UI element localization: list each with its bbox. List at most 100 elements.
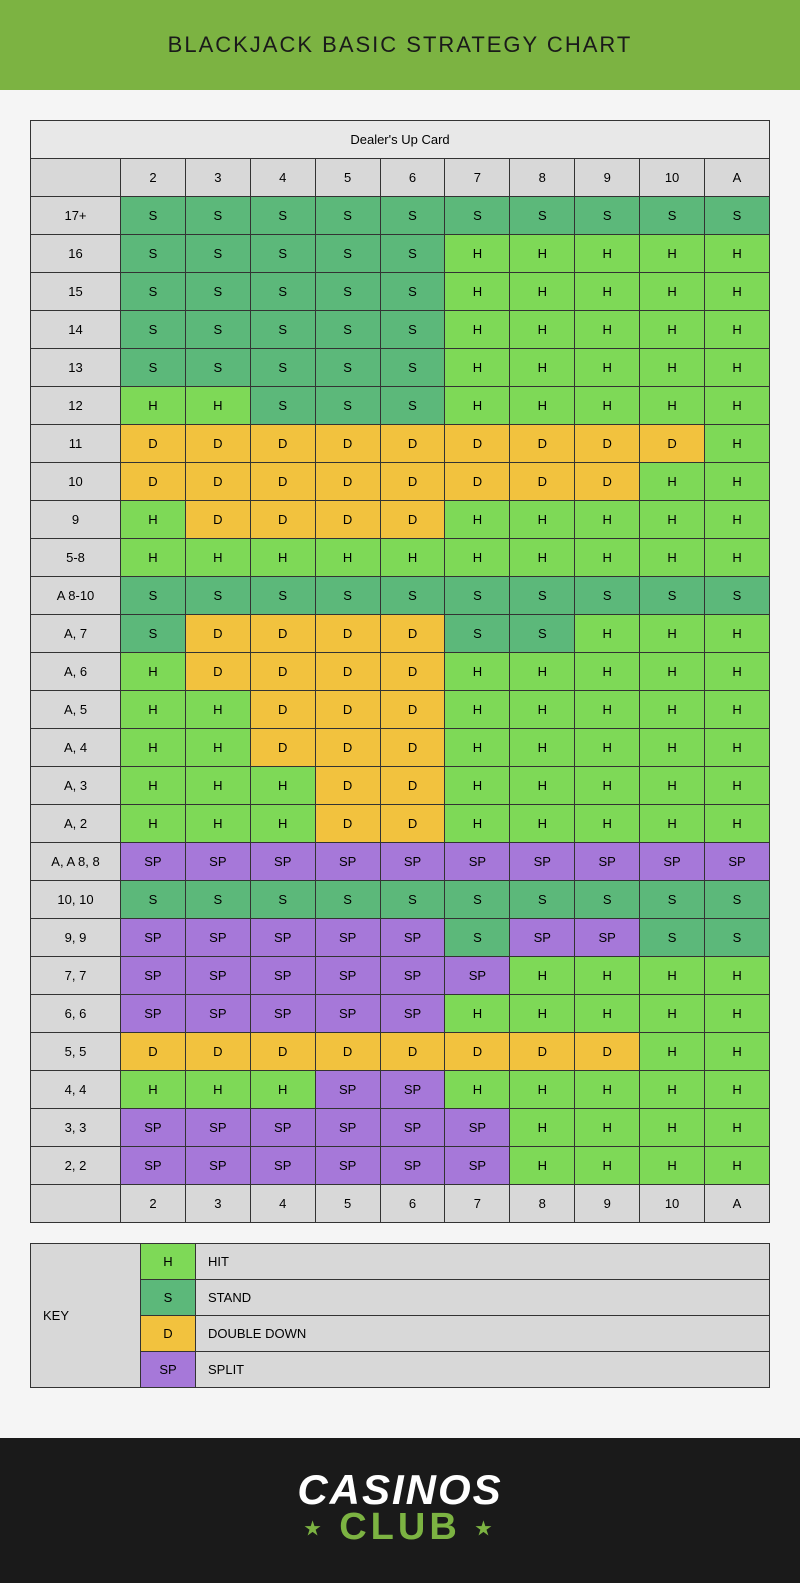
strategy-cell: SP (121, 957, 186, 995)
strategy-cell: SP (445, 1147, 510, 1185)
strategy-cell: D (315, 501, 380, 539)
strategy-cell: H (121, 539, 186, 577)
strategy-cell: H (705, 957, 770, 995)
dealer-col-header: 4 (250, 159, 315, 197)
strategy-cell: SP (121, 995, 186, 1033)
strategy-cell: D (380, 767, 445, 805)
strategy-cell: H (705, 691, 770, 729)
strategy-cell: H (575, 1147, 640, 1185)
strategy-cell: D (121, 1033, 186, 1071)
logo-line-2-text: CLUB (339, 1506, 461, 1548)
strategy-cell: H (445, 387, 510, 425)
dealer-col-footer: 6 (380, 1185, 445, 1223)
table-row: 6, 6SPSPSPSPSPHHHHH (31, 995, 770, 1033)
key-row: SPSPLIT (31, 1352, 770, 1388)
hand-label: 2, 2 (31, 1147, 121, 1185)
strategy-cell: H (575, 349, 640, 387)
strategy-cell: H (250, 805, 315, 843)
strategy-cell: S (250, 881, 315, 919)
key-table: KEYHHITSSTANDDDOUBLE DOWNSPSPLIT (30, 1243, 770, 1388)
strategy-cell: S (315, 577, 380, 615)
content-area: Dealer's Up Card 2345678910A 17+SSSSSSSS… (0, 90, 800, 1408)
strategy-cell: S (315, 387, 380, 425)
strategy-cell: SP (380, 1147, 445, 1185)
strategy-cell: D (315, 691, 380, 729)
strategy-cell: H (510, 501, 575, 539)
strategy-cell: D (185, 615, 250, 653)
strategy-cell: SP (380, 843, 445, 881)
hand-label: 13 (31, 349, 121, 387)
strategy-cell: H (575, 539, 640, 577)
key-row: DDOUBLE DOWN (31, 1316, 770, 1352)
strategy-cell: H (185, 1071, 250, 1109)
strategy-cell: SP (315, 919, 380, 957)
strategy-cell: H (575, 273, 640, 311)
strategy-cell: D (380, 1033, 445, 1071)
dealer-col-header: A (705, 159, 770, 197)
strategy-cell: S (121, 197, 186, 235)
strategy-cell: S (121, 273, 186, 311)
dealer-col-footer: 5 (315, 1185, 380, 1223)
dealer-col-footer: 9 (575, 1185, 640, 1223)
strategy-cell: S (510, 615, 575, 653)
strategy-cell: D (380, 425, 445, 463)
strategy-cell: S (510, 577, 575, 615)
key-title: KEY (31, 1244, 141, 1388)
dealer-col-header: 10 (640, 159, 705, 197)
dealer-col-footer: 8 (510, 1185, 575, 1223)
strategy-cell: S (250, 311, 315, 349)
key-description: STAND (196, 1280, 770, 1316)
strategy-cell: D (250, 615, 315, 653)
strategy-cell: H (705, 235, 770, 273)
table-row: A 8-10SSSSSSSSSS (31, 577, 770, 615)
strategy-cell: S (121, 615, 186, 653)
dealer-col-footer: A (705, 1185, 770, 1223)
strategy-cell: H (445, 729, 510, 767)
strategy-cell: H (705, 729, 770, 767)
strategy-cell: SP (445, 957, 510, 995)
strategy-cell: H (575, 235, 640, 273)
strategy-cell: H (250, 539, 315, 577)
star-icon: ★ (305, 1518, 325, 1538)
strategy-cell: S (185, 311, 250, 349)
strategy-cell: SP (380, 1109, 445, 1147)
strategy-cell: S (315, 197, 380, 235)
strategy-cell: H (640, 691, 705, 729)
strategy-cell: SP (380, 919, 445, 957)
table-row: 5, 5DDDDDDDDHH (31, 1033, 770, 1071)
strategy-cell: SP (315, 995, 380, 1033)
strategy-cell: H (121, 767, 186, 805)
strategy-cell: D (250, 729, 315, 767)
key-row: KEYHHIT (31, 1244, 770, 1280)
strategy-cell: S (315, 311, 380, 349)
strategy-cell: S (380, 235, 445, 273)
strategy-cell: S (121, 311, 186, 349)
strategy-cell: H (705, 767, 770, 805)
strategy-cell: H (510, 653, 575, 691)
strategy-cell: S (705, 577, 770, 615)
strategy-cell: H (185, 729, 250, 767)
strategy-cell: H (121, 653, 186, 691)
strategy-cell: H (380, 539, 445, 577)
strategy-cell: D (250, 1033, 315, 1071)
strategy-cell: H (445, 767, 510, 805)
strategy-cell: S (250, 349, 315, 387)
strategy-cell: H (445, 805, 510, 843)
strategy-cell: H (121, 805, 186, 843)
strategy-cell: H (575, 691, 640, 729)
strategy-cell: H (510, 349, 575, 387)
strategy-cell: D (445, 425, 510, 463)
strategy-cell: SP (315, 1071, 380, 1109)
strategy-cell: D (250, 425, 315, 463)
strategy-cell: D (185, 425, 250, 463)
strategy-cell: D (315, 653, 380, 691)
strategy-cell: SP (315, 1109, 380, 1147)
strategy-cell: S (185, 881, 250, 919)
strategy-cell: H (445, 235, 510, 273)
table-row: 11DDDDDDDDDH (31, 425, 770, 463)
strategy-cell: SP (185, 995, 250, 1033)
strategy-cell: H (640, 501, 705, 539)
hand-label: A, A 8, 8 (31, 843, 121, 881)
strategy-cell: H (640, 653, 705, 691)
table-row: 3, 3SPSPSPSPSPSPHHHH (31, 1109, 770, 1147)
